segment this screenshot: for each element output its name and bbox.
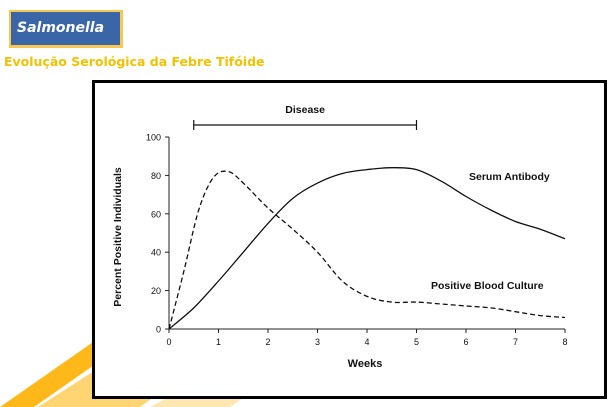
axes: 0 20 40 60 80 100 0 1 2 3 4 5 6 7 8 bbox=[146, 133, 568, 348]
annotation-layer: Disease bbox=[193, 104, 418, 130]
y-tick-label: 0 bbox=[156, 325, 161, 335]
y-tick-label: 80 bbox=[151, 171, 161, 181]
y-tick-label: 20 bbox=[151, 286, 161, 296]
chart-frame: 0 20 40 60 80 100 0 1 2 3 4 5 6 7 8 Disease Weeks Perc… bbox=[92, 80, 607, 399]
legend-label-positive-blood-culture: Positive Blood Culture bbox=[431, 280, 544, 292]
x-tick-label: 0 bbox=[166, 337, 171, 347]
x-tick-label: 2 bbox=[265, 337, 270, 347]
line-chart: 0 20 40 60 80 100 0 1 2 3 4 5 6 7 8 Disease Weeks Perc… bbox=[112, 104, 568, 370]
x-axis-label: Weeks bbox=[348, 358, 383, 370]
x-tick-label: 3 bbox=[315, 337, 320, 347]
slide-title: Salmonella bbox=[11, 12, 120, 45]
x-tick-label: 5 bbox=[414, 337, 419, 347]
y-tick-label: 60 bbox=[151, 209, 161, 219]
x-tick-label: 1 bbox=[216, 337, 221, 347]
x-tick-label: 7 bbox=[513, 337, 518, 347]
x-tick-label: 8 bbox=[562, 337, 567, 347]
series-line-positive-blood-culture bbox=[168, 170, 566, 330]
title-box: Salmonella bbox=[9, 10, 123, 48]
y-tick-label: 100 bbox=[146, 133, 161, 143]
x-tick-label: 6 bbox=[463, 337, 468, 347]
slide-subtitle: Evolução Serológica da Febre Tifóide bbox=[4, 54, 265, 69]
series-line-serum-antibody bbox=[168, 167, 566, 330]
x-tick-label: 4 bbox=[364, 337, 369, 347]
y-tick-label: 40 bbox=[151, 248, 161, 258]
legend-label-serum-antibody: Serum Antibody bbox=[469, 171, 550, 183]
series-layer bbox=[168, 167, 566, 330]
y-axis-label: Percent Positive Individuals bbox=[112, 167, 124, 307]
disease-label: Disease bbox=[285, 104, 325, 116]
